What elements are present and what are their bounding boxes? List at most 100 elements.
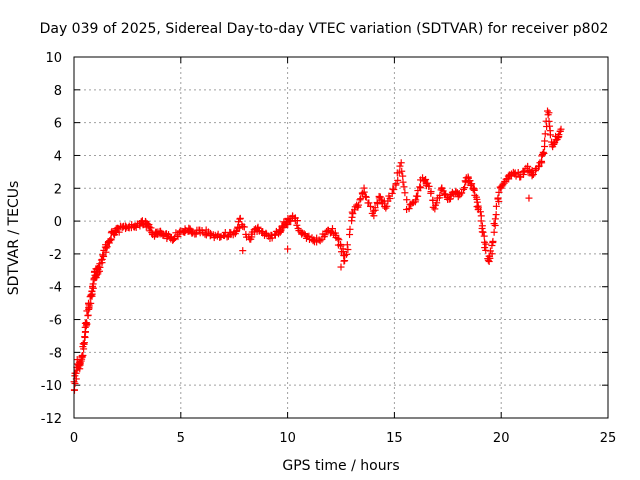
data-point [433, 199, 441, 207]
tick-layer: 0 5 10 15 20 25 -12 -10 -8 -6 -4 -2 0 2 4 6 8 10 [41, 51, 617, 446]
data-point [424, 179, 432, 187]
data-point [422, 175, 430, 183]
data-point [99, 252, 107, 260]
data-point [468, 180, 476, 188]
y-tick-label: -6 [49, 314, 62, 329]
data-point [316, 237, 324, 245]
data-point-outlier [284, 245, 292, 253]
data-point [346, 225, 354, 233]
data-point [79, 351, 87, 359]
data-point [541, 130, 549, 138]
data-point [82, 319, 90, 327]
y-tick-label: 2 [54, 182, 62, 197]
y-tick-label: -2 [49, 248, 62, 263]
data-point [470, 185, 478, 193]
data-point [79, 340, 87, 348]
data-point-outlier [337, 263, 345, 271]
data-point [401, 189, 409, 197]
data-point [403, 196, 411, 204]
data-point [555, 131, 563, 139]
data-point [539, 148, 547, 156]
data-points [70, 107, 565, 394]
data-point [557, 125, 565, 133]
data-point [458, 189, 466, 197]
data-point [81, 333, 89, 341]
data-point [236, 214, 244, 222]
data-point [187, 228, 195, 236]
data-point [431, 205, 439, 213]
plot-frame [73, 56, 609, 419]
data-point [460, 185, 468, 193]
data-point [282, 220, 290, 228]
data-point [271, 231, 279, 239]
data-point [398, 167, 406, 175]
data-point [71, 379, 79, 387]
x-tick-label: 0 [70, 431, 78, 446]
data-point [95, 263, 103, 271]
data-point [136, 222, 144, 230]
data-point [540, 149, 548, 157]
data-point [474, 204, 482, 212]
data-point [192, 230, 200, 238]
data-point [356, 196, 364, 204]
data-point [334, 234, 342, 242]
data-point [174, 233, 182, 241]
data-point [546, 131, 554, 139]
data-point [500, 179, 508, 187]
data-point [488, 242, 496, 250]
data-point [427, 189, 435, 197]
data-point [529, 170, 537, 178]
data-point [405, 205, 413, 213]
data-point [355, 201, 363, 209]
data-point [132, 223, 140, 231]
data-point [491, 221, 499, 229]
data-point [412, 196, 420, 204]
data-point [107, 235, 115, 243]
data-point [147, 224, 155, 232]
data-point [495, 188, 503, 196]
data-point [399, 172, 407, 180]
y-tick-label: 10 [45, 51, 62, 66]
data-point [223, 233, 231, 241]
data-point [254, 223, 262, 231]
y-tick-label: -4 [49, 281, 62, 296]
data-point [400, 183, 408, 191]
data-point [341, 257, 349, 265]
data-point [88, 288, 96, 296]
y-tick-label: 0 [54, 215, 62, 230]
data-point [321, 231, 329, 239]
data-point [488, 250, 496, 258]
data-point [479, 228, 487, 236]
data-point-outlier [239, 247, 247, 255]
data-point [491, 215, 499, 223]
data-point [535, 162, 543, 170]
data-point [538, 159, 546, 167]
data-point [216, 233, 224, 241]
data-point [489, 239, 497, 247]
data-point [417, 184, 425, 192]
data-point [396, 162, 404, 170]
y-tick-label: 4 [54, 149, 62, 164]
y-axis-label: SDTVAR / TECUs [6, 181, 22, 296]
data-point [480, 232, 488, 240]
data-point [383, 202, 391, 210]
y-tick-label: -8 [49, 346, 62, 361]
data-point [328, 225, 336, 233]
data-point [102, 244, 110, 252]
y-tick-label: -12 [41, 412, 62, 427]
data-point [89, 280, 97, 288]
data-point [240, 223, 248, 231]
data-point [541, 137, 549, 145]
data-point [362, 193, 370, 201]
x-tick-label: 15 [386, 431, 403, 446]
data-point [357, 195, 365, 203]
data-point [492, 202, 500, 210]
data-point [367, 202, 375, 210]
data-point [545, 109, 553, 117]
data-point [293, 221, 301, 229]
data-point [394, 176, 402, 184]
data-point [446, 192, 454, 200]
data-point [305, 232, 313, 240]
data-point [482, 240, 490, 248]
